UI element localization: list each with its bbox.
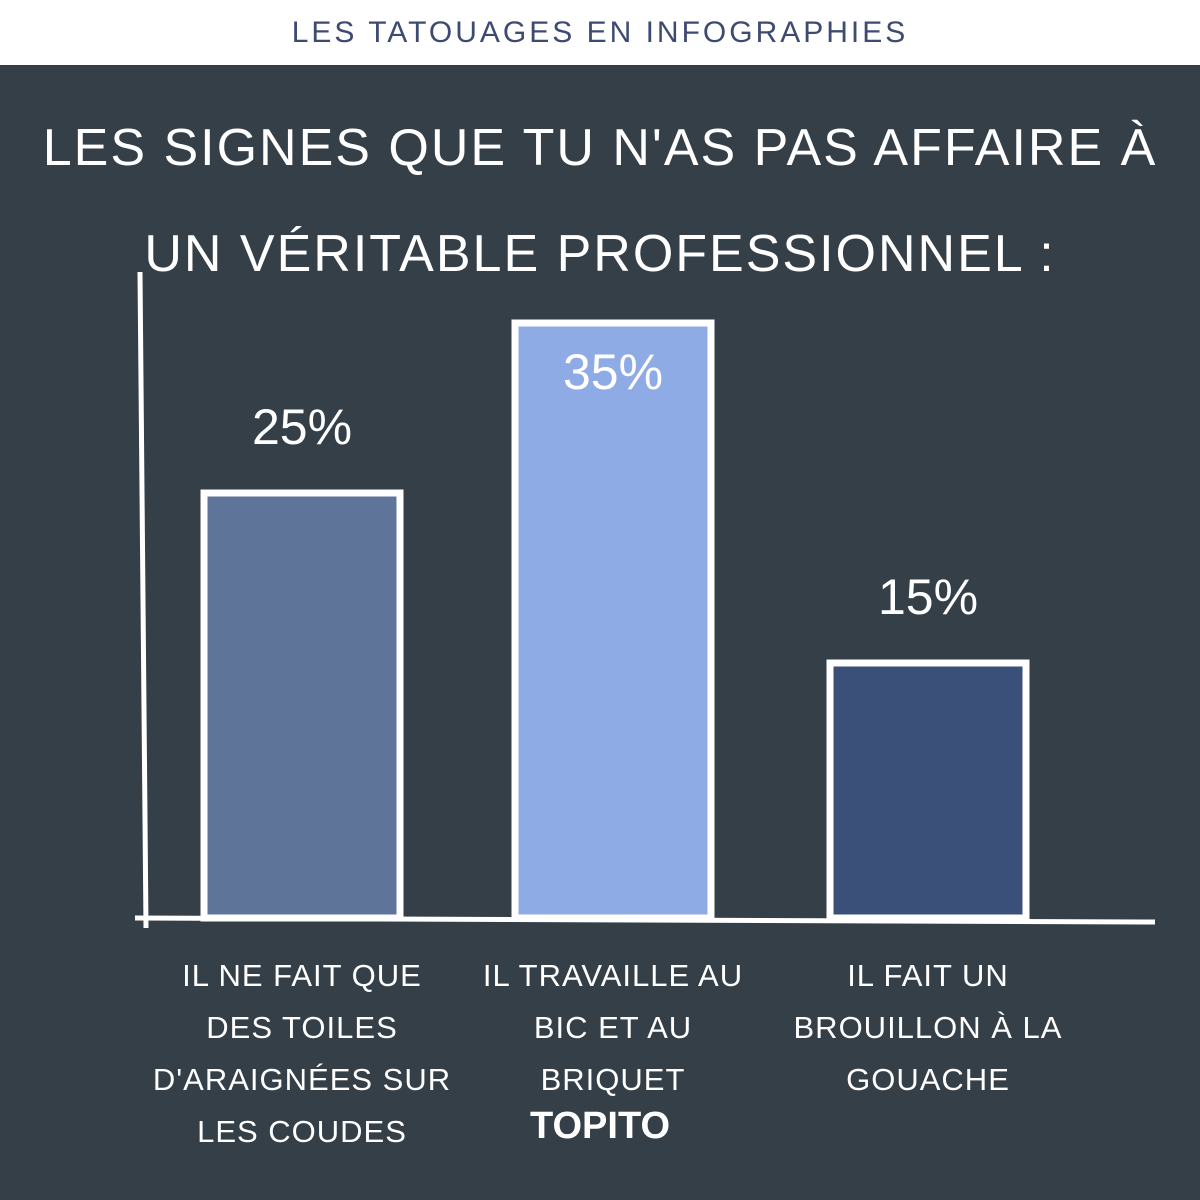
value-label: 35% xyxy=(562,344,664,400)
value-label: 25% xyxy=(251,399,353,455)
y-axis-line xyxy=(137,271,149,929)
brand-logo: TOPITO xyxy=(529,1105,671,1147)
header: LES TATOUAGES EN INFOGRAPHIES xyxy=(0,0,1200,65)
x-tick-label: IL FAIT UN BROUILLON À LA GOUACHE xyxy=(793,958,1063,1097)
x-tick-label: IL NE FAIT QUE DES TOILES D'ARAIGNÉES SU… xyxy=(152,958,452,1149)
x-tick-label: IL TRAVAILLE AU BIC ET AU BRIQUET xyxy=(482,958,744,1097)
bar xyxy=(200,489,404,922)
bar xyxy=(511,319,715,922)
value-label: 15% xyxy=(877,569,979,625)
bar xyxy=(826,659,1030,922)
chart-title: LES SIGNES QUE TU N'AS PAS AFFAIRE À UN … xyxy=(42,119,1158,283)
